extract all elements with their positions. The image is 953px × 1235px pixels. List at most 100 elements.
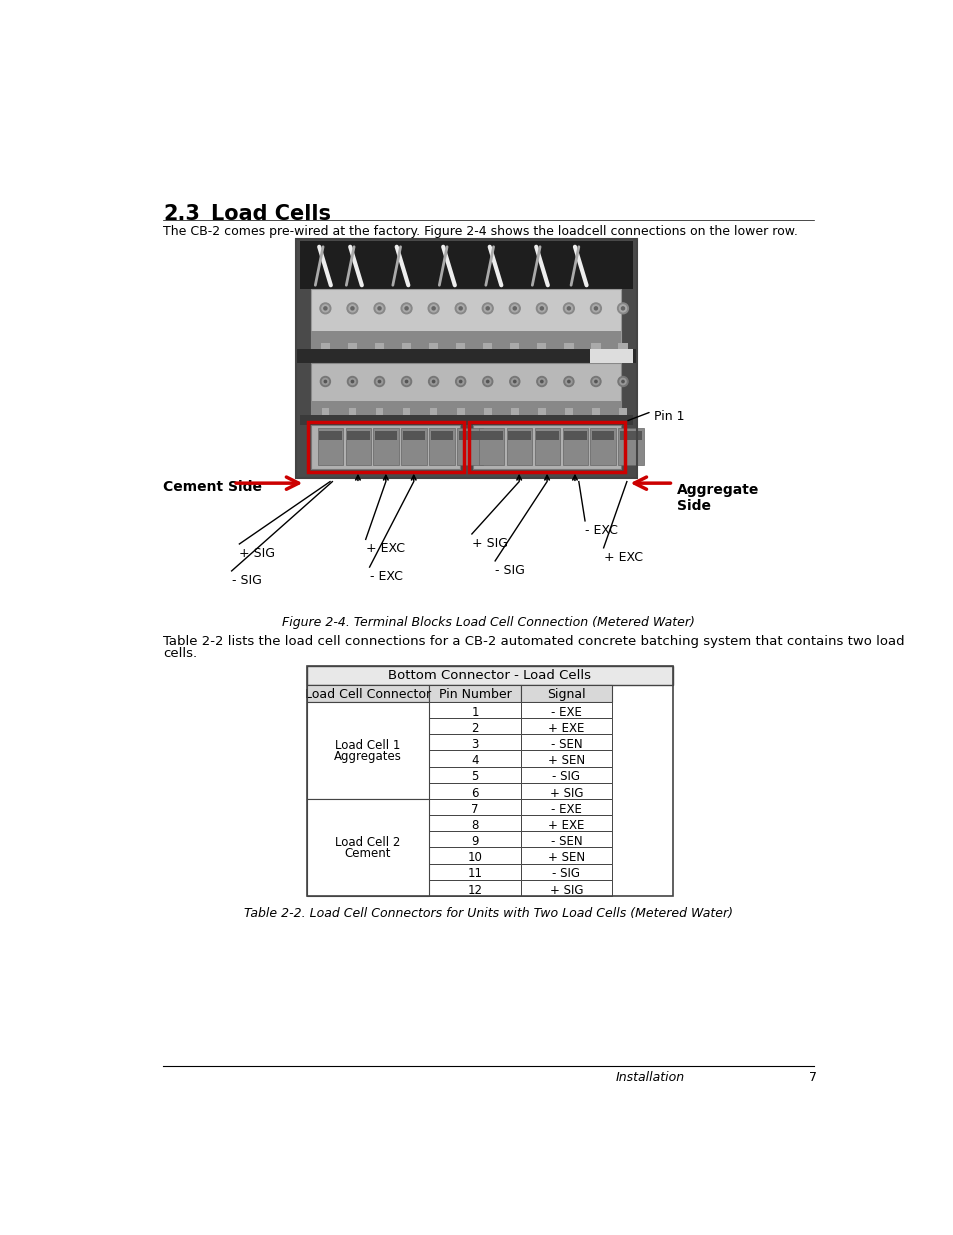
Text: 1: 1 bbox=[471, 705, 478, 719]
Bar bbox=[537, 343, 546, 350]
Bar bbox=[511, 409, 518, 415]
Circle shape bbox=[537, 377, 546, 387]
Circle shape bbox=[565, 378, 572, 384]
Bar bbox=[508, 431, 530, 440]
Text: - SIG: - SIG bbox=[495, 564, 524, 577]
Circle shape bbox=[323, 306, 327, 310]
Bar bbox=[468, 421, 624, 472]
Text: + SIG: + SIG bbox=[549, 883, 582, 897]
Bar bbox=[510, 343, 518, 350]
Bar bbox=[429, 718, 520, 734]
Bar bbox=[483, 409, 491, 415]
Bar bbox=[456, 429, 482, 466]
Circle shape bbox=[563, 377, 574, 387]
Circle shape bbox=[486, 380, 488, 383]
Bar bbox=[401, 343, 411, 350]
Circle shape bbox=[378, 380, 380, 383]
Circle shape bbox=[320, 377, 330, 387]
Bar bbox=[429, 343, 437, 350]
Bar bbox=[307, 666, 672, 685]
Circle shape bbox=[536, 303, 547, 314]
Bar bbox=[402, 431, 425, 440]
Text: Cement: Cement bbox=[344, 847, 391, 860]
Bar bbox=[520, 783, 612, 799]
Circle shape bbox=[458, 306, 462, 310]
Bar bbox=[345, 429, 371, 466]
Circle shape bbox=[619, 378, 625, 384]
Text: + SEN: + SEN bbox=[547, 851, 584, 864]
Text: + SIG: + SIG bbox=[549, 787, 582, 799]
Text: Pin Number: Pin Number bbox=[438, 688, 511, 701]
Bar bbox=[429, 847, 520, 863]
Bar bbox=[537, 409, 545, 415]
Bar bbox=[590, 429, 616, 466]
Text: 5: 5 bbox=[471, 771, 478, 783]
Text: 2: 2 bbox=[471, 721, 478, 735]
Bar bbox=[311, 363, 620, 415]
Text: 2.3: 2.3 bbox=[163, 204, 200, 224]
Text: - SEN: - SEN bbox=[550, 739, 581, 751]
Circle shape bbox=[620, 306, 624, 310]
Bar bbox=[429, 831, 520, 847]
Bar bbox=[373, 429, 398, 466]
Circle shape bbox=[430, 305, 436, 311]
Circle shape bbox=[482, 377, 493, 387]
Circle shape bbox=[400, 303, 412, 314]
Bar bbox=[429, 879, 520, 895]
Bar bbox=[520, 863, 612, 879]
Circle shape bbox=[351, 380, 354, 383]
Text: Load Cell Connector: Load Cell Connector bbox=[305, 688, 431, 701]
Circle shape bbox=[621, 380, 623, 383]
Bar bbox=[520, 734, 612, 751]
Bar bbox=[429, 863, 520, 879]
Text: cells.: cells. bbox=[163, 647, 197, 661]
Circle shape bbox=[428, 377, 438, 387]
Bar bbox=[311, 289, 620, 350]
Bar bbox=[618, 343, 627, 350]
Circle shape bbox=[459, 380, 461, 383]
Circle shape bbox=[377, 306, 380, 310]
Bar bbox=[592, 409, 599, 415]
Bar bbox=[348, 343, 356, 350]
Text: - EXC: - EXC bbox=[584, 524, 618, 537]
Bar bbox=[534, 429, 559, 466]
Text: + EXC: + EXC bbox=[603, 551, 642, 564]
Bar bbox=[520, 831, 612, 847]
Circle shape bbox=[374, 303, 384, 314]
Bar bbox=[520, 718, 612, 734]
Bar bbox=[520, 701, 612, 718]
Bar bbox=[295, 350, 637, 363]
Circle shape bbox=[324, 380, 326, 383]
Circle shape bbox=[321, 305, 329, 311]
Circle shape bbox=[513, 306, 516, 310]
Bar bbox=[311, 401, 620, 415]
Bar bbox=[307, 685, 429, 701]
Bar bbox=[520, 847, 612, 863]
Text: Table 2-2. Load Cell Connectors for Units with Two Load Cells (Metered Water): Table 2-2. Load Cell Connectors for Unit… bbox=[244, 906, 733, 920]
Circle shape bbox=[376, 378, 382, 384]
Bar bbox=[506, 429, 532, 466]
Bar bbox=[429, 409, 437, 415]
Circle shape bbox=[538, 378, 544, 384]
Circle shape bbox=[428, 303, 438, 314]
Bar bbox=[317, 429, 343, 466]
Bar bbox=[307, 421, 464, 472]
Text: Figure 2-4. Terminal Blocks Load Cell Connection (Metered Water): Figure 2-4. Terminal Blocks Load Cell Co… bbox=[282, 616, 695, 630]
Text: - SEN: - SEN bbox=[550, 835, 581, 848]
Circle shape bbox=[349, 305, 355, 311]
Circle shape bbox=[401, 377, 411, 387]
Bar bbox=[429, 734, 520, 751]
Bar bbox=[307, 799, 429, 895]
Circle shape bbox=[594, 380, 597, 383]
Circle shape bbox=[567, 380, 570, 383]
Circle shape bbox=[565, 305, 572, 311]
Text: - EXE: - EXE bbox=[551, 705, 581, 719]
Bar bbox=[295, 240, 637, 478]
Bar bbox=[429, 701, 520, 718]
Bar bbox=[429, 751, 520, 767]
Circle shape bbox=[405, 380, 407, 383]
Text: Cement Side: Cement Side bbox=[163, 480, 262, 494]
Text: + SEN: + SEN bbox=[547, 755, 584, 767]
Circle shape bbox=[511, 378, 517, 384]
Circle shape bbox=[432, 380, 435, 383]
